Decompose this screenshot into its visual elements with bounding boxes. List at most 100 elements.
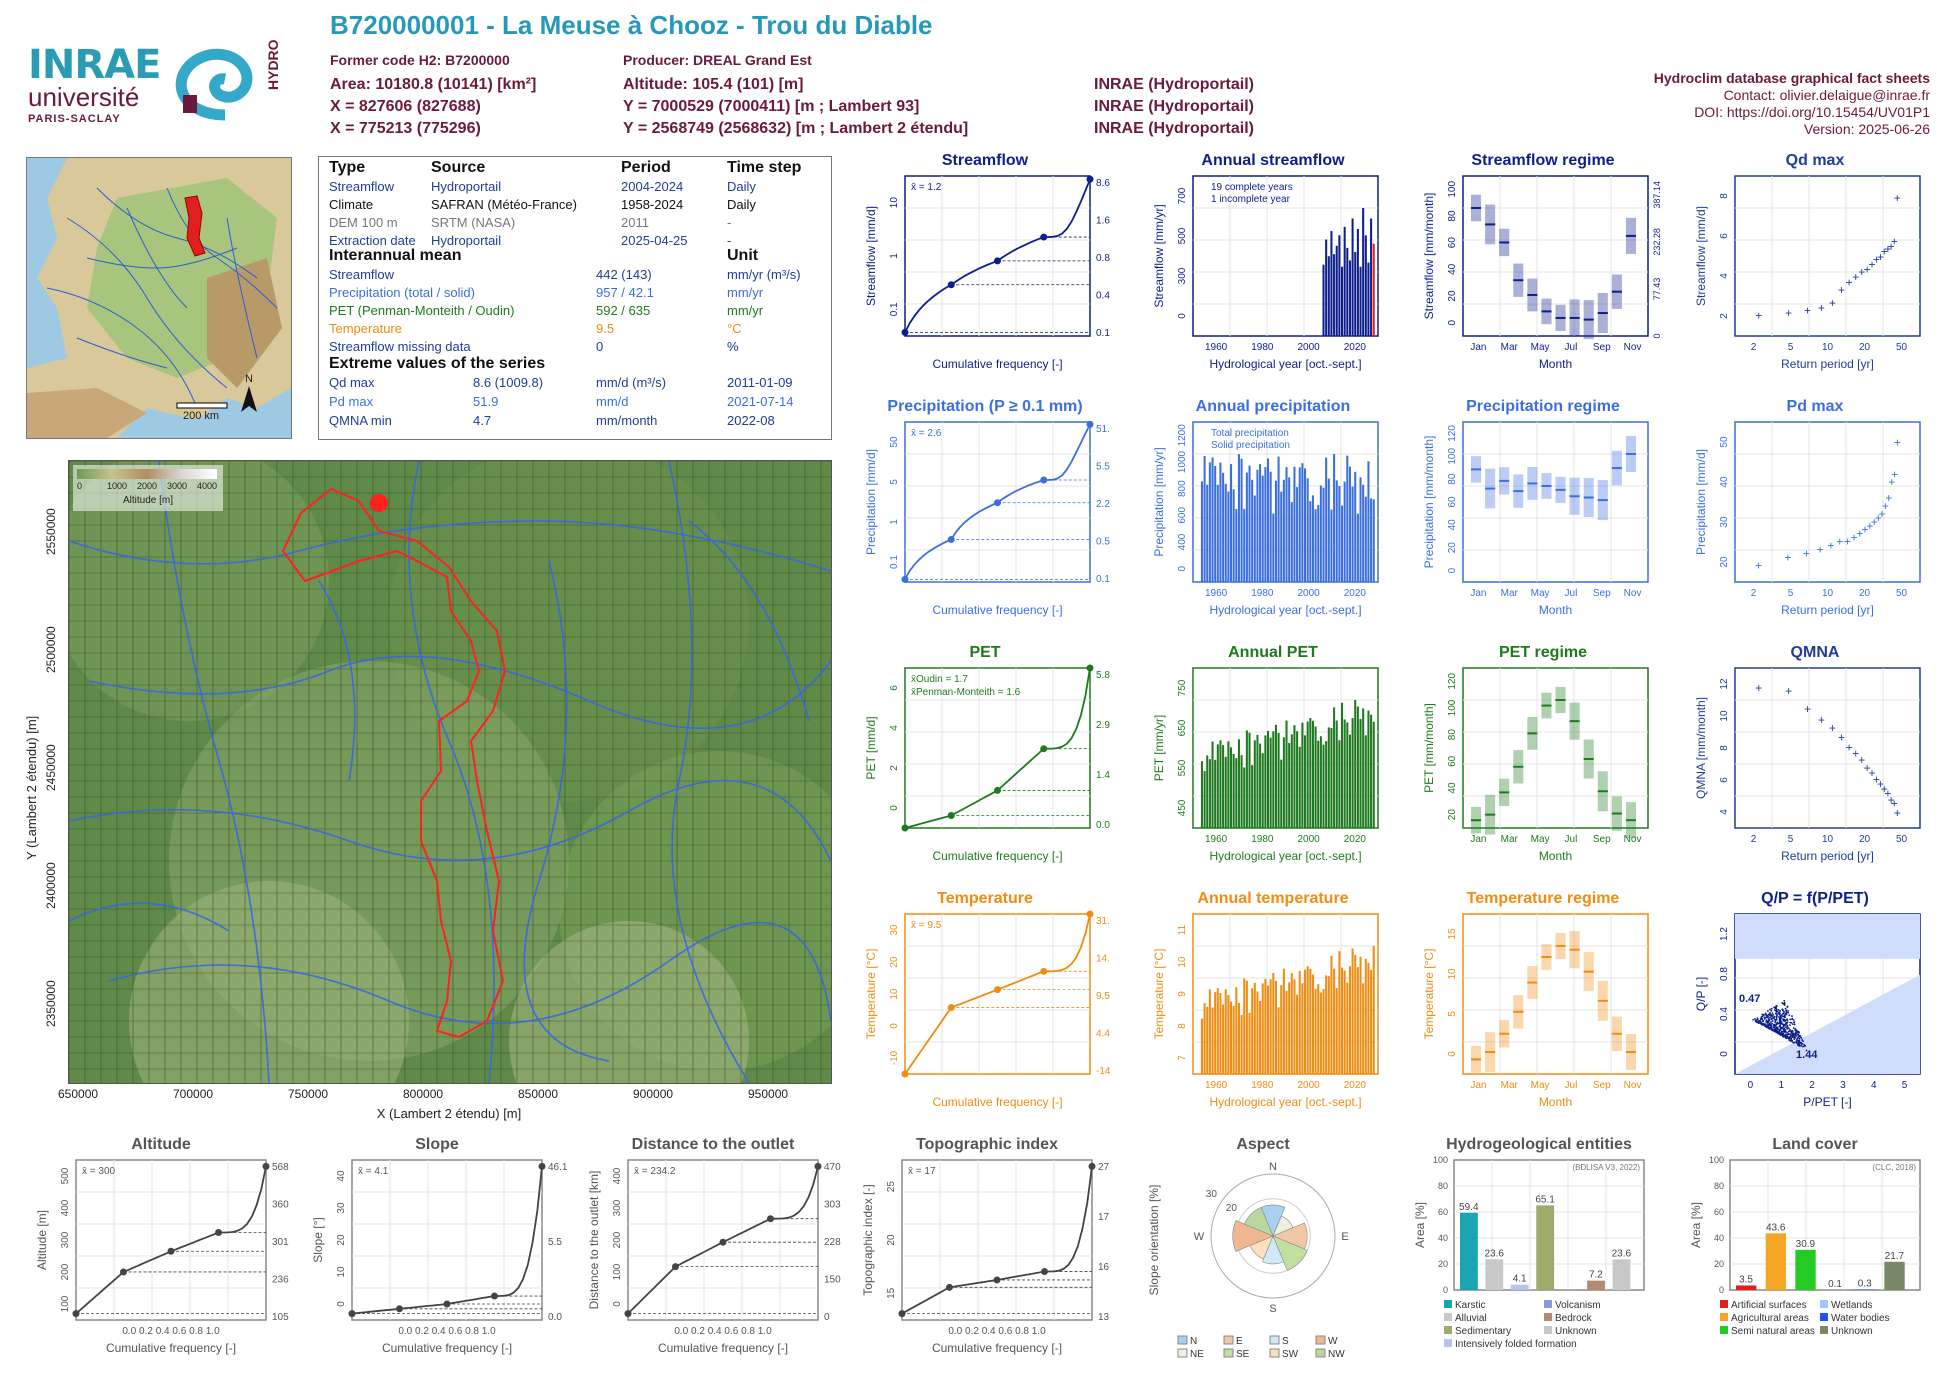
y-tick-label: 60	[1447, 755, 1458, 767]
legend-entry: Solid precipitation	[1211, 440, 1290, 451]
doi-link[interactable]: DOI: https://doi.org/10.15454/UV01P1	[1694, 104, 1930, 120]
rose-direction: S	[1269, 1303, 1276, 1315]
scatter-point	[1787, 1033, 1790, 1036]
return-point: +	[1827, 539, 1834, 553]
legend-swatch	[1444, 1300, 1452, 1308]
y-axis-label: PET [mm/d]	[864, 716, 878, 779]
mean-unit: mm/yr	[727, 303, 764, 318]
x-axis-label: Cumulative frequency [-]	[932, 357, 1062, 371]
annual-bar	[1372, 721, 1375, 828]
y-tick-label: 800	[1177, 480, 1188, 497]
scatter-point	[1762, 1013, 1765, 1016]
quantile-point	[814, 1162, 822, 1170]
annual-bar	[1298, 970, 1301, 1074]
legend-entry: N	[1190, 1336, 1197, 1347]
scatter-point	[1773, 1006, 1776, 1009]
x-lambert93: X = 827606 (827688)	[330, 98, 481, 115]
quantile-label: 17	[1098, 1212, 1110, 1223]
annual-bar	[1327, 727, 1330, 828]
annual-bar	[1259, 1000, 1262, 1074]
mean-value: 442 (143)	[596, 267, 652, 282]
chart-title: Qd max	[1785, 152, 1845, 169]
x-tick-label: 0.0 0.2 0.4 0.6 0.8 1.0	[674, 1326, 772, 1337]
annual-bar	[1203, 1003, 1206, 1074]
scatter-point	[1768, 1026, 1771, 1029]
y-tick-label: 10	[1447, 968, 1458, 980]
chart-slope_cdf: Slope 46.1 5.5 0.0 x̄ = 4.1 0.0 0.2 0.4 0.6 0…	[302, 1136, 572, 1366]
scatter-point	[1788, 1037, 1791, 1040]
return-point: +	[1877, 250, 1884, 264]
return-point: +	[1755, 309, 1762, 323]
scatter-point	[1778, 1011, 1781, 1014]
scatter-point	[1782, 1002, 1785, 1005]
y-tick-label: 40	[1447, 782, 1458, 794]
annual-bar	[1261, 475, 1264, 582]
annual-bar	[1343, 970, 1346, 1074]
scatter-point	[1795, 1035, 1798, 1037]
info-period: 2011	[621, 215, 649, 230]
catchment-map-canvas	[69, 461, 831, 1083]
legend-entry: E	[1236, 1336, 1243, 1347]
x-axis-label: Cumulative frequency [-]	[658, 1341, 788, 1355]
scatter-point	[1775, 1005, 1778, 1007]
chart-annual_streamflow: Annual streamflow 19 complete years 1 inco…	[1148, 152, 1398, 382]
y-tick-label: 400	[1177, 533, 1188, 550]
annual-bar	[1338, 951, 1341, 1074]
quantile-point	[901, 824, 909, 832]
chart-canvas: (BDLISA V3, 2022) 59.4 23.6 4.1 65.1 7.2 23.6 0…	[1413, 1156, 1645, 1350]
annual-bar	[1282, 479, 1285, 582]
y-tick-label: 0	[1177, 565, 1188, 571]
annual-bar	[1359, 718, 1362, 828]
x-axis-label: Cumulative frequency [-]	[932, 603, 1062, 617]
chart-canvas: 46.1 5.5 0.0 x̄ = 4.1 0.0 0.2 0.4 0.6 0.8 1.…	[311, 1159, 568, 1355]
annual-bar	[1235, 987, 1238, 1074]
scatter-point	[1752, 1018, 1755, 1021]
mean-annotation: x̄ = 17	[908, 1166, 936, 1177]
mean-annotation: x̄ = 4.1	[358, 1166, 389, 1177]
quantile-label: 0.5	[1096, 537, 1110, 548]
y-tick-label: 80	[1447, 729, 1458, 741]
y-tick-label: 40	[1447, 263, 1458, 275]
scatter-point	[1790, 1040, 1793, 1042]
annual-bar	[1338, 740, 1341, 828]
x-axis-label: Month	[1539, 1095, 1572, 1109]
scatter-point	[1784, 1022, 1787, 1025]
quantile-point	[767, 1215, 774, 1223]
annual-bar	[1317, 505, 1320, 582]
annual-bar	[1319, 736, 1322, 828]
annual-bar	[1341, 967, 1344, 1074]
quantile-label: 46.1	[548, 1162, 568, 1173]
return-point: +	[1846, 740, 1853, 754]
annual-bar	[1248, 732, 1251, 828]
annual-bar	[1354, 252, 1357, 336]
annual-bar	[1370, 498, 1373, 582]
chart-title: Q/P = f(P/PET)	[1761, 890, 1869, 907]
return-point: +	[1888, 793, 1895, 807]
annual-bar	[1245, 472, 1248, 582]
scatter-point	[1762, 1024, 1764, 1027]
annual-bar	[1277, 1007, 1280, 1074]
y-tick-label: 20	[1714, 1259, 1724, 1269]
x-tick-label: Mar	[1501, 834, 1519, 845]
return-point: +	[1891, 467, 1898, 481]
legend-swatch	[1444, 1339, 1452, 1347]
annual-bar	[1346, 455, 1349, 582]
legend-swatch	[1177, 1335, 1188, 1345]
y-tick-label: 1	[889, 253, 900, 259]
contact-email[interactable]: Contact: olivier.delaigue@inrae.fr	[1723, 87, 1930, 103]
y-tick-label: 5	[889, 479, 900, 485]
legend-entry: Unknown	[1555, 1326, 1597, 1337]
quantile-point	[443, 1300, 451, 1308]
extreme-value: 51.9	[473, 394, 499, 409]
extreme-value: 4.7	[473, 413, 492, 428]
return-point: +	[1856, 527, 1863, 541]
annual-bar	[1203, 771, 1206, 828]
chart-canvas: 568 360 301 236 105 x̄ = 300 0.0 0.2 0.4 0.6 0…	[35, 1159, 289, 1355]
bar-value-label: 59.4	[1459, 1202, 1479, 1213]
chart-title: Land cover	[1772, 1136, 1858, 1153]
quantile-label: 0.4	[1096, 291, 1110, 302]
x-tick-label: 2	[1751, 834, 1757, 845]
x-axis-label: Hydrological year [oct.-sept.]	[1209, 849, 1361, 863]
mean-annotation: x̄Oudin = 1.7	[911, 674, 968, 685]
chart-canvas: 0 77.43 232.28 387.14 Streamflow [mm/month] M…	[1422, 175, 1662, 371]
